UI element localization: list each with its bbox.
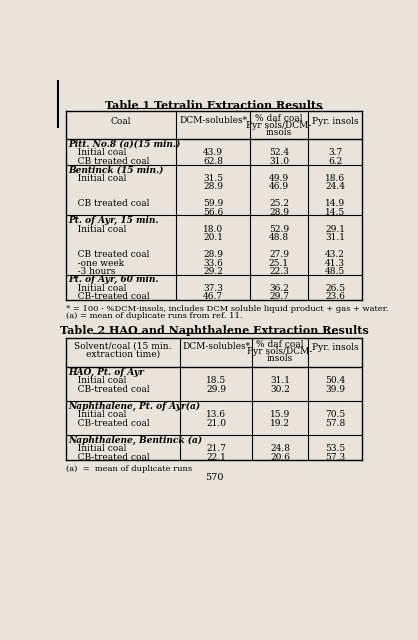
Text: 52.9: 52.9 — [269, 225, 289, 234]
Text: CB-treated coal: CB-treated coal — [69, 385, 149, 394]
Text: Initial coal: Initial coal — [69, 444, 126, 453]
Text: 31.1: 31.1 — [270, 376, 290, 385]
Text: 33.6: 33.6 — [203, 259, 223, 268]
Text: 62.8: 62.8 — [203, 157, 223, 166]
Text: insols: insols — [266, 127, 292, 136]
Text: 31.0: 31.0 — [269, 157, 289, 166]
Text: Pt. of Ayr, 15 min.: Pt. of Ayr, 15 min. — [69, 216, 159, 225]
Text: (a) = mean of duplicate runs from ref. 11.: (a) = mean of duplicate runs from ref. 1… — [66, 312, 243, 321]
Text: 57.8: 57.8 — [325, 419, 345, 428]
Text: 37.3: 37.3 — [203, 284, 223, 293]
Text: Initial coal: Initial coal — [69, 174, 126, 183]
Text: 19.2: 19.2 — [270, 419, 290, 428]
Text: CB treated coal: CB treated coal — [69, 157, 149, 166]
Text: * = 100 - %DCM-insols, includes DCM soluble liquid product + gas + water.: * = 100 - %DCM-insols, includes DCM solu… — [66, 305, 389, 313]
Text: Initial coal: Initial coal — [69, 225, 126, 234]
Text: 52.4: 52.4 — [269, 148, 289, 157]
Text: 48.8: 48.8 — [269, 233, 289, 242]
Text: 39.9: 39.9 — [325, 385, 345, 394]
Text: 49.9: 49.9 — [269, 174, 289, 183]
Text: 15.9: 15.9 — [270, 410, 290, 419]
Text: 21.0: 21.0 — [206, 419, 226, 428]
Text: DCM-solubles*: DCM-solubles* — [182, 342, 250, 351]
Text: 46.9: 46.9 — [269, 182, 289, 191]
Text: Bentinck (15 min.): Bentinck (15 min.) — [69, 165, 164, 174]
Text: CB treated coal: CB treated coal — [69, 250, 149, 259]
Text: 24.4: 24.4 — [325, 182, 345, 191]
Text: 56.6: 56.6 — [203, 208, 223, 217]
Text: -3 hours: -3 hours — [69, 267, 115, 276]
Text: 18.0: 18.0 — [203, 225, 223, 234]
Text: Coal: Coal — [111, 117, 132, 126]
Text: 70.5: 70.5 — [325, 410, 345, 419]
Text: 22.3: 22.3 — [269, 267, 289, 276]
Text: Table 2 HAO and Naphthalene Extraction Results: Table 2 HAO and Naphthalene Extraction R… — [60, 324, 369, 336]
Text: 18.6: 18.6 — [325, 174, 345, 183]
Text: Initial coal: Initial coal — [69, 410, 126, 419]
Text: 21.7: 21.7 — [206, 444, 226, 453]
Text: 6.2: 6.2 — [328, 157, 342, 166]
Text: 50.4: 50.4 — [325, 376, 345, 385]
Text: 18.5: 18.5 — [206, 376, 226, 385]
Text: 28.9: 28.9 — [203, 250, 223, 259]
Text: 20.6: 20.6 — [270, 452, 290, 461]
Text: 31.5: 31.5 — [203, 174, 223, 183]
Text: 46.7: 46.7 — [203, 292, 223, 301]
Text: 22.1: 22.1 — [206, 452, 226, 461]
Text: 48.5: 48.5 — [325, 267, 345, 276]
Text: 29.7: 29.7 — [269, 292, 289, 301]
Text: 13.6: 13.6 — [206, 410, 226, 419]
Text: insols: insols — [267, 354, 293, 363]
Text: 20.1: 20.1 — [203, 233, 223, 242]
Text: 25.1: 25.1 — [269, 259, 289, 268]
Text: Pt. of Ayr, 60 min.: Pt. of Ayr, 60 min. — [69, 275, 159, 284]
Text: 23.6: 23.6 — [325, 292, 345, 301]
Text: 31.1: 31.1 — [325, 233, 345, 242]
Text: HAO, Pt. of Ayr: HAO, Pt. of Ayr — [69, 368, 144, 377]
Text: CB-treated coal: CB-treated coal — [69, 292, 149, 301]
Text: Pyr. insols: Pyr. insols — [312, 117, 359, 126]
Text: 29.1: 29.1 — [325, 225, 345, 234]
Text: 24.8: 24.8 — [270, 444, 290, 453]
Text: CB treated coal: CB treated coal — [69, 199, 149, 208]
Text: Table 1 Tetralin Extraction Results: Table 1 Tetralin Extraction Results — [105, 100, 323, 111]
Text: Initial coal: Initial coal — [69, 284, 126, 293]
Text: 14.9: 14.9 — [325, 199, 345, 208]
Text: 28.9: 28.9 — [203, 182, 223, 191]
Text: 14.5: 14.5 — [325, 208, 345, 217]
Text: 29.9: 29.9 — [206, 385, 226, 394]
Text: Pyr sols/DCM-: Pyr sols/DCM- — [246, 121, 312, 130]
Text: 43.2: 43.2 — [325, 250, 345, 259]
Text: extraction time): extraction time) — [86, 349, 160, 358]
Text: CB-treated coal: CB-treated coal — [69, 452, 149, 461]
Text: 29.2: 29.2 — [203, 267, 223, 276]
Text: Solvent/coal (15 min.: Solvent/coal (15 min. — [74, 342, 172, 351]
Text: 36.2: 36.2 — [269, 284, 289, 293]
Text: 57.3: 57.3 — [325, 452, 345, 461]
Text: Pitt. No.8 (a)(15 min.): Pitt. No.8 (a)(15 min.) — [69, 140, 181, 149]
Text: 43.9: 43.9 — [203, 148, 223, 157]
Text: 59.9: 59.9 — [203, 199, 223, 208]
Text: 28.9: 28.9 — [269, 208, 289, 217]
Text: Initial coal: Initial coal — [69, 376, 126, 385]
Text: 27.9: 27.9 — [269, 250, 289, 259]
Text: 25.2: 25.2 — [269, 199, 289, 208]
Text: Initial coal: Initial coal — [69, 148, 126, 157]
Text: Naphthalene, Bentinck (a): Naphthalene, Bentinck (a) — [69, 436, 203, 445]
Text: 41.3: 41.3 — [325, 259, 345, 268]
Text: DCM-solubles*: DCM-solubles* — [179, 116, 247, 125]
Text: 3.7: 3.7 — [328, 148, 342, 157]
Text: Naphthalene, Pt. of Ayr(a): Naphthalene, Pt. of Ayr(a) — [69, 402, 201, 411]
Text: % daf coal: % daf coal — [256, 340, 304, 349]
Text: 570: 570 — [205, 474, 224, 483]
Text: -one week: -one week — [69, 259, 124, 268]
Text: % daf coal: % daf coal — [255, 114, 303, 123]
Text: 53.5: 53.5 — [325, 444, 345, 453]
Text: Pyr sols/DCM-: Pyr sols/DCM- — [247, 347, 313, 356]
Text: 30.2: 30.2 — [270, 385, 290, 394]
Text: Pyr. insols: Pyr. insols — [312, 343, 359, 353]
Text: CB-treated coal: CB-treated coal — [69, 419, 149, 428]
Text: (a)  =  mean of duplicate runs: (a) = mean of duplicate runs — [66, 465, 192, 473]
Text: 26.5: 26.5 — [325, 284, 345, 293]
